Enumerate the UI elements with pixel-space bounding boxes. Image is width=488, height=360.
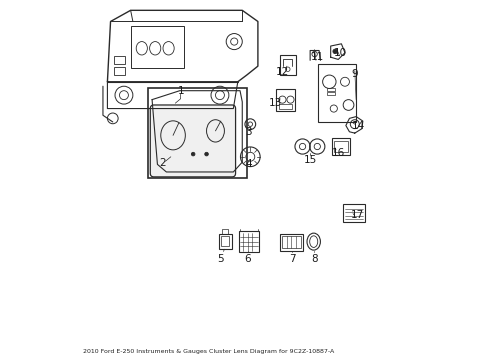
Bar bbox=[113, 56, 124, 64]
Bar bbox=[130, 26, 184, 68]
Bar bbox=[334, 141, 347, 152]
Bar bbox=[275, 89, 294, 111]
FancyBboxPatch shape bbox=[150, 105, 235, 177]
Text: 11: 11 bbox=[310, 52, 323, 62]
Text: 7: 7 bbox=[288, 255, 295, 265]
Circle shape bbox=[191, 152, 195, 156]
Circle shape bbox=[332, 49, 337, 54]
Bar bbox=[219, 234, 231, 249]
Bar bbox=[113, 67, 124, 75]
Text: 6: 6 bbox=[244, 255, 250, 265]
Bar bbox=[342, 204, 365, 222]
Text: 5: 5 bbox=[217, 255, 224, 265]
Bar bbox=[331, 138, 349, 156]
Text: 16: 16 bbox=[331, 148, 344, 158]
Bar bbox=[148, 89, 246, 178]
Text: 4: 4 bbox=[245, 159, 252, 169]
Text: 1: 1 bbox=[177, 86, 183, 96]
Text: 14: 14 bbox=[351, 121, 364, 131]
Bar bbox=[282, 236, 301, 248]
Bar bbox=[221, 236, 229, 246]
Text: 3: 3 bbox=[245, 127, 252, 137]
Circle shape bbox=[204, 152, 208, 156]
Text: 12: 12 bbox=[275, 67, 288, 77]
Bar bbox=[326, 88, 334, 91]
Text: 17: 17 bbox=[350, 210, 364, 220]
Text: 2: 2 bbox=[159, 158, 166, 168]
Text: 2010 Ford E-250 Instruments & Gauges Cluster Lens Diagram for 9C2Z-10887-A: 2010 Ford E-250 Instruments & Gauges Clu… bbox=[83, 350, 334, 354]
Text: 8: 8 bbox=[311, 255, 317, 265]
Bar bbox=[238, 231, 258, 252]
Bar bbox=[280, 234, 303, 251]
Text: 15: 15 bbox=[303, 155, 316, 165]
Text: 13: 13 bbox=[268, 98, 282, 108]
Bar bbox=[278, 104, 292, 109]
Bar bbox=[326, 93, 334, 95]
Text: 10: 10 bbox=[333, 48, 346, 58]
Bar bbox=[318, 64, 355, 122]
Bar bbox=[280, 55, 295, 75]
Text: 9: 9 bbox=[351, 69, 357, 79]
